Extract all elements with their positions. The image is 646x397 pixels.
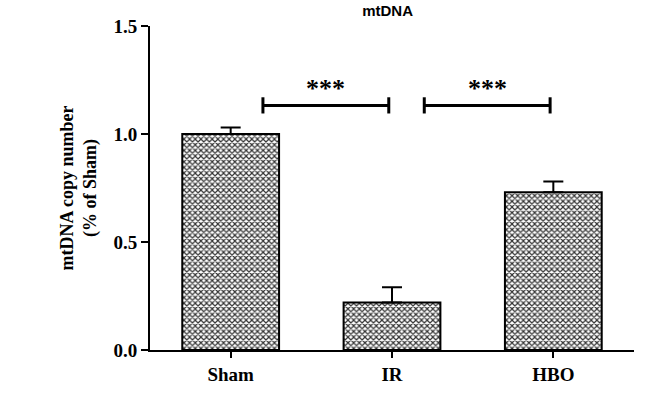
svg-text:0.5: 0.5 <box>113 232 137 253</box>
svg-text:mtDNA copy number(% of Sham): mtDNA copy number(% of Sham) <box>57 105 101 270</box>
svg-text:HBO: HBO <box>532 364 574 385</box>
svg-text:***: *** <box>306 74 345 103</box>
svg-text:1.5: 1.5 <box>113 16 137 37</box>
svg-text:Sham: Sham <box>207 364 254 385</box>
svg-text:IR: IR <box>381 364 402 385</box>
svg-text:0.0: 0.0 <box>113 340 137 361</box>
svg-text:mtDNA: mtDNA <box>362 2 413 19</box>
svg-text:1.0: 1.0 <box>113 124 137 145</box>
svg-text:***: *** <box>468 74 507 103</box>
